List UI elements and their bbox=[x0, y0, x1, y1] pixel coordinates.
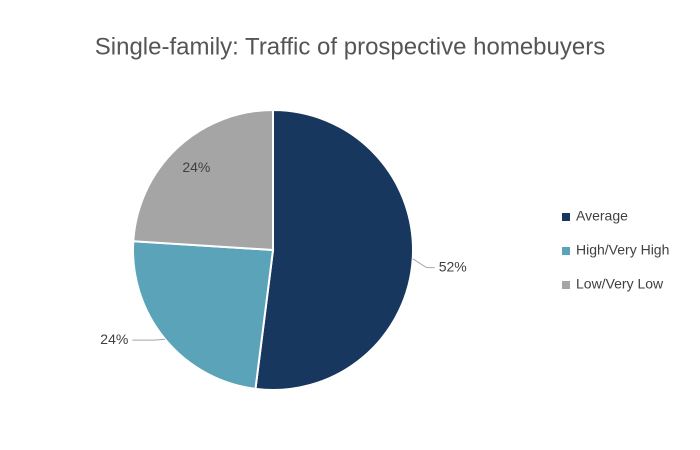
data-label: 52% bbox=[439, 258, 467, 274]
leader-line bbox=[412, 258, 435, 269]
legend-swatch bbox=[562, 247, 570, 255]
legend-swatch bbox=[562, 213, 570, 221]
data-label: 24% bbox=[182, 159, 210, 175]
pie-slice bbox=[254, 108, 414, 391]
data-label: 24% bbox=[100, 331, 128, 347]
leader-line bbox=[132, 338, 166, 341]
legend-label: Average bbox=[576, 208, 628, 224]
pie-slice bbox=[132, 240, 275, 391]
chart-title: Single-family: Traffic of prospective ho… bbox=[95, 33, 605, 60]
legend-label: Low/Very Low bbox=[576, 276, 664, 292]
legend-swatch bbox=[562, 281, 570, 289]
legend-label: High/Very High bbox=[576, 242, 669, 258]
pie-slice bbox=[132, 108, 274, 252]
